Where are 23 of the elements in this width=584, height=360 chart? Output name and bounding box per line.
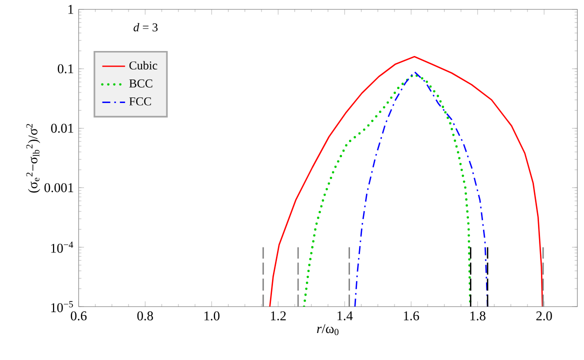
x-tick-label: 1.6 <box>404 311 420 320</box>
y-tick-label: 0.1 <box>58 64 74 74</box>
legend-label: FCC <box>129 97 151 106</box>
y-tick-label: 0.01 <box>51 124 74 133</box>
y-tick-label: 10$^{−5}$ <box>51 301 73 312</box>
line-series <box>269 56 544 307</box>
x-tick-label: 2.0 <box>536 311 552 320</box>
y-tick-label: 0.001 <box>44 183 74 192</box>
line-series <box>354 71 488 307</box>
line-series <box>302 73 472 307</box>
x-tick-label: 0.8 <box>137 311 153 320</box>
legend-label: Cubic <box>129 61 158 70</box>
y-tick-label: 10$^{−4}$ <box>51 242 74 253</box>
y-axis-title: (σ$_{e}$$^{2}$−σ$_{lb}$$^{2}$)/σ$^{2}$ <box>26 124 40 193</box>
x-tick-label: 1.2 <box>270 311 286 320</box>
x-axis-title: r/ω$_{0}$ <box>317 324 338 336</box>
x-tick-label: 0.6 <box>70 311 87 320</box>
legend-label: BCC <box>129 79 152 88</box>
y-tick-label: 1 <box>68 4 74 14</box>
x-tick-label: 1.8 <box>470 311 486 320</box>
x-tick-label: 1.0 <box>204 311 220 320</box>
x-tick-label: 1.4 <box>337 311 353 320</box>
annotation: d = 3 <box>134 22 158 32</box>
